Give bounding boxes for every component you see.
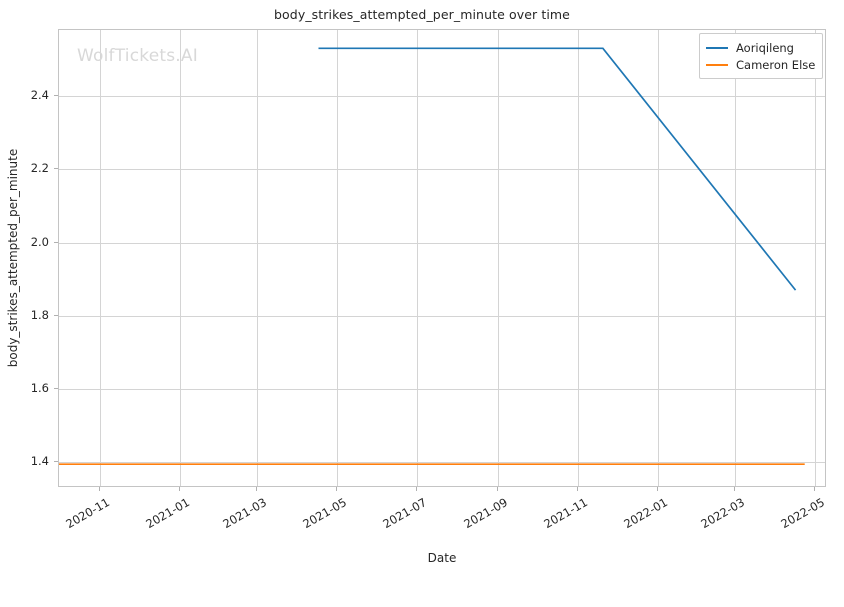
y-tick-mark <box>54 388 58 390</box>
chart-figure: body_strikes_attempted_per_minute over t… <box>6 7 828 565</box>
plot-area: WolfTickets.AI <box>58 29 826 487</box>
y-tick-mark <box>54 94 58 96</box>
legend-swatch-icon <box>706 46 728 49</box>
x-tick-mark <box>656 487 658 491</box>
x-tick-mark <box>497 487 499 491</box>
x-axis-label: Date <box>427 551 457 565</box>
series-line-aoriqileng <box>318 47 797 291</box>
legend-label: Aoriqileng <box>736 40 794 55</box>
y-tick-mark <box>54 461 58 463</box>
chart-title: body_strikes_attempted_per_minute over t… <box>274 7 570 22</box>
gridline-horizontal <box>59 95 825 97</box>
gridline-vertical <box>657 30 659 486</box>
x-tick-mark <box>255 487 257 491</box>
y-tick-mark <box>54 168 58 170</box>
chart-legend: Aoriqileng Cameron Else <box>699 33 824 79</box>
y-tick-label: 1.8 <box>30 307 49 322</box>
gridline-vertical <box>498 30 500 486</box>
gridline-horizontal <box>59 315 825 317</box>
data-lines <box>59 47 805 466</box>
gridline-vertical <box>336 30 338 486</box>
x-tick-mark <box>576 487 578 491</box>
gridline-vertical <box>179 30 181 486</box>
gridline-vertical <box>256 30 258 486</box>
legend-item[interactable]: Cameron Else <box>706 56 815 73</box>
x-tick-mark <box>335 487 337 491</box>
y-tick-mark <box>54 314 58 316</box>
legend-label: Cameron Else <box>736 57 816 72</box>
legend-swatch-icon <box>706 63 728 66</box>
x-tick-mark <box>178 487 180 491</box>
gridline-vertical <box>99 30 101 486</box>
gridline-horizontal <box>59 389 825 391</box>
x-tick-mark <box>734 487 736 491</box>
y-tick-label: 1.6 <box>30 381 49 396</box>
x-tick-mark <box>814 487 816 491</box>
y-tick-label: 2.0 <box>30 234 49 249</box>
y-tick-mark <box>54 241 58 243</box>
gridline-horizontal <box>59 462 825 464</box>
x-tick-mark <box>415 487 417 491</box>
y-tick-label: 2.2 <box>30 161 49 176</box>
x-tick-mark <box>98 487 100 491</box>
gridline-vertical <box>815 30 817 486</box>
y-tick-label: 1.4 <box>30 454 49 469</box>
legend-item[interactable]: Aoriqileng <box>706 39 815 56</box>
gridline-horizontal <box>59 242 825 244</box>
watermark: WolfTickets.AI <box>77 46 198 66</box>
y-axis-label-text: body_strikes_attempted_per_minute <box>6 148 21 368</box>
gridline-horizontal <box>59 169 825 171</box>
gridline-vertical <box>577 30 579 486</box>
gridline-vertical <box>735 30 737 486</box>
gridline-vertical <box>416 30 418 486</box>
y-tick-label: 2.4 <box>30 87 49 102</box>
